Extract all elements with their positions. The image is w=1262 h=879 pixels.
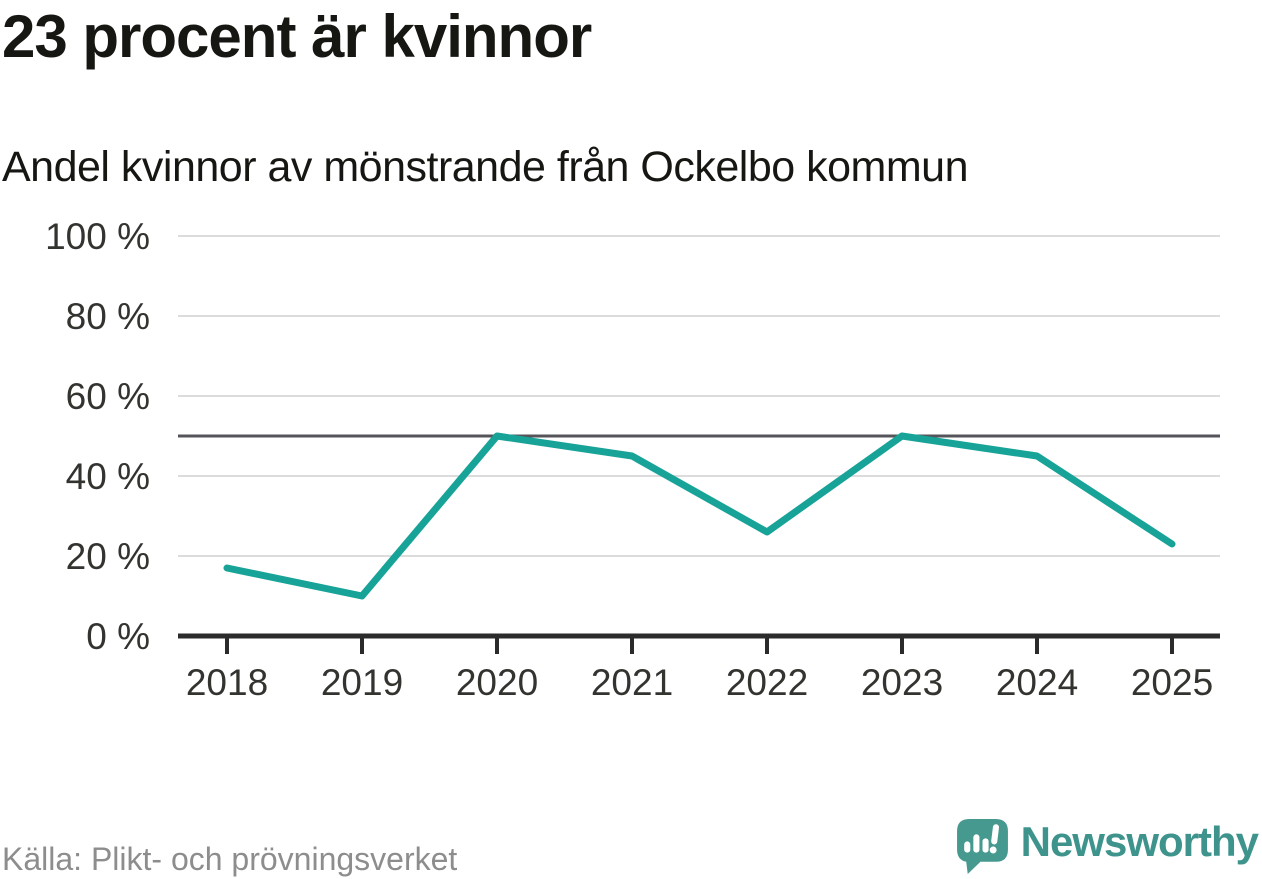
x-tick-label: 2022 xyxy=(726,662,808,703)
y-tick-label: 100 % xyxy=(45,216,150,257)
x-tick-label: 2020 xyxy=(456,662,538,703)
data-line xyxy=(223,432,1176,600)
chart-subtitle: Andel kvinnor av mönstrande från Ockelbo… xyxy=(2,143,968,191)
y-tick-label: 40 % xyxy=(66,456,150,497)
x-tick-label: 2023 xyxy=(861,662,943,703)
x-tick-label: 2019 xyxy=(321,662,403,703)
x-tick-label: 2024 xyxy=(996,662,1078,703)
y-tick-label: 60 % xyxy=(66,376,150,417)
x-tick-label: 2018 xyxy=(186,662,268,703)
line-chart: 2018 2019 2020 2021 2022 2023 2024 2025 0 % 20 % 4… xyxy=(45,216,1220,703)
logo-bars-icon xyxy=(963,824,999,854)
brand: Newsworthy xyxy=(954,817,1259,874)
y-tick-label: 20 % xyxy=(66,536,150,577)
brand-name: Newsworthy xyxy=(1020,817,1259,865)
x-tick-label: 2025 xyxy=(1131,662,1213,703)
page-title: 23 procent är kvinnor xyxy=(2,3,592,70)
newsworthy-logo-icon xyxy=(956,819,1008,874)
source-note: Källa: Plikt- och prövningsverket xyxy=(2,841,458,877)
y-tick-label: 0 % xyxy=(86,616,150,657)
y-tick-label: 80 % xyxy=(66,296,150,337)
x-tick-label: 2021 xyxy=(591,662,673,703)
